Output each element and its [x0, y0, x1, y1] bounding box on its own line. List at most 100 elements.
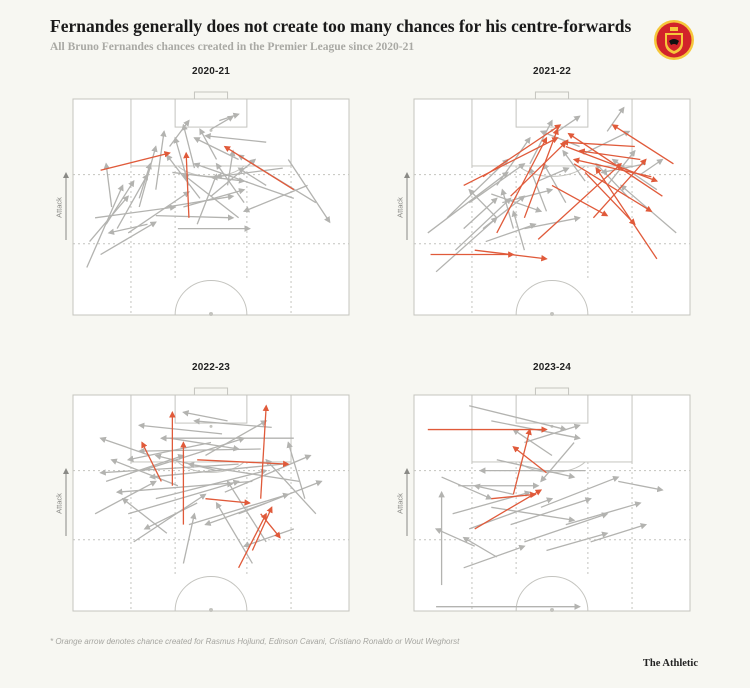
panel-title-2022-23: 2022-23: [191, 362, 231, 373]
chance-arrow-centre-forward: [463, 137, 559, 186]
footnote: * Orange arrow denotes chance created fo…: [50, 637, 460, 646]
chance-arrow: [182, 410, 228, 422]
chance-arrow: [434, 528, 475, 547]
chance-arrow-centre-forward: [491, 491, 537, 500]
chance-arrow: [155, 468, 268, 500]
chance-arrow: [463, 197, 498, 230]
chance-arrow-centre-forward: [141, 441, 162, 482]
chance-arrow: [210, 115, 235, 130]
panel-title-2021-22: 2021-22: [532, 66, 572, 77]
chance-arrow: [224, 454, 312, 493]
chance-arrow-centre-forward: [223, 145, 295, 191]
chance-arrow: [133, 493, 207, 543]
chance-arrow: [188, 492, 290, 526]
chance-arrow: [126, 441, 212, 462]
chance-arrow: [226, 480, 267, 543]
chance-arrow-centre-forward: [578, 148, 641, 161]
pitch-markings: [413, 91, 691, 316]
chance-arrow: [491, 193, 543, 213]
chance-arrow: [187, 461, 300, 483]
chance-arrow: [196, 173, 218, 225]
chance-arrow: [639, 158, 664, 176]
chance-arrow: [166, 193, 235, 208]
chance-arrow: [491, 506, 576, 523]
chance-arrow: [143, 502, 198, 530]
chance-arrow-centre-forward: [573, 163, 653, 213]
chance-arrow: [485, 222, 537, 243]
chance-arrow-centre-forward: [551, 184, 609, 217]
chance-arrow: [94, 204, 177, 219]
chance-arrow-centre-forward: [183, 151, 190, 218]
chart-subtitle: All Bruno Fernandes chances created in t…: [50, 41, 415, 53]
chance-arrow: [546, 531, 609, 552]
chance-arrow: [237, 167, 267, 186]
chance-arrow: [242, 528, 295, 548]
chance-arrow-centre-forward: [523, 128, 559, 219]
chance-arrow: [468, 163, 526, 204]
chance-arrow: [107, 223, 148, 235]
pitch-markings: [72, 387, 350, 612]
pitch-panel-2023-24: [413, 387, 691, 612]
chance-arrow: [540, 475, 620, 508]
chance-arrow: [121, 497, 168, 534]
chance-arrow: [181, 123, 196, 169]
chance-arrow: [204, 133, 267, 143]
chance-arrow-centre-forward: [537, 162, 622, 240]
chance-arrow: [441, 476, 493, 500]
chance-arrow-centre-forward: [584, 171, 636, 226]
chance-arrow-centre-forward: [251, 506, 273, 551]
chance-arrow: [110, 458, 179, 487]
chance-arrow: [618, 480, 664, 493]
chance-arrow: [89, 195, 130, 242]
chance-arrow: [590, 523, 648, 543]
chance-arrow: [137, 447, 261, 455]
chance-arrow-centre-forward: [561, 139, 635, 148]
chance-arrow: [182, 512, 197, 564]
attack-direction-arrow-icon: [404, 468, 410, 536]
chance-arrow-centre-forward: [474, 489, 543, 530]
chance-arrow: [565, 501, 642, 526]
chance-arrow: [524, 423, 581, 444]
attack-direction-arrow-icon: [63, 468, 69, 536]
chance-arrow: [169, 437, 240, 452]
chance-arrow-centre-forward: [100, 151, 171, 171]
chance-arrow: [154, 453, 217, 472]
chance-arrow: [606, 106, 625, 132]
chance-arrow: [103, 162, 113, 208]
chance-arrow: [138, 162, 152, 199]
attack-direction-arrow-icon: [63, 172, 69, 240]
chance-arrow-centre-forward: [510, 141, 567, 197]
chance-arrow: [204, 502, 267, 526]
chance-arrow-centre-forward: [205, 498, 251, 506]
brand-logo: The Athletic: [642, 658, 698, 669]
chance-arrow: [446, 158, 509, 219]
manchester-united-crest-icon: [654, 20, 694, 60]
chance-arrow: [215, 162, 245, 204]
chance-arrow: [166, 154, 201, 199]
chance-arrow: [86, 184, 124, 268]
chance-arrow: [137, 422, 223, 435]
chance-arrow: [468, 188, 498, 219]
chance-arrow-centre-forward: [238, 512, 267, 569]
chance-arrow-centre-forward: [474, 249, 548, 262]
chance-arrow: [482, 195, 526, 230]
chance-arrow-centre-forward: [482, 124, 562, 178]
chance-arrow-centre-forward: [496, 136, 548, 234]
chance-arrow: [537, 167, 570, 182]
chance-arrow: [524, 215, 581, 230]
chart-title: Fernandes generally does not create too …: [50, 16, 632, 36]
chance-arrow: [242, 184, 308, 213]
chance-arrow: [473, 483, 514, 495]
chance-arrow: [511, 210, 526, 251]
pitch-markings: [413, 387, 691, 612]
chance-arrow: [435, 216, 498, 273]
pitch-panel-2020-21: [72, 91, 350, 316]
chance-arrow: [182, 173, 240, 219]
chance-arrow: [193, 418, 272, 429]
chance-arrow-centre-forward: [611, 124, 674, 165]
chance-arrow: [265, 458, 317, 515]
chance-arrow: [287, 159, 331, 224]
chance-arrow: [99, 436, 151, 457]
chance-arrow-centre-forward: [592, 158, 647, 219]
chance-arrow-centre-forward: [197, 459, 290, 468]
